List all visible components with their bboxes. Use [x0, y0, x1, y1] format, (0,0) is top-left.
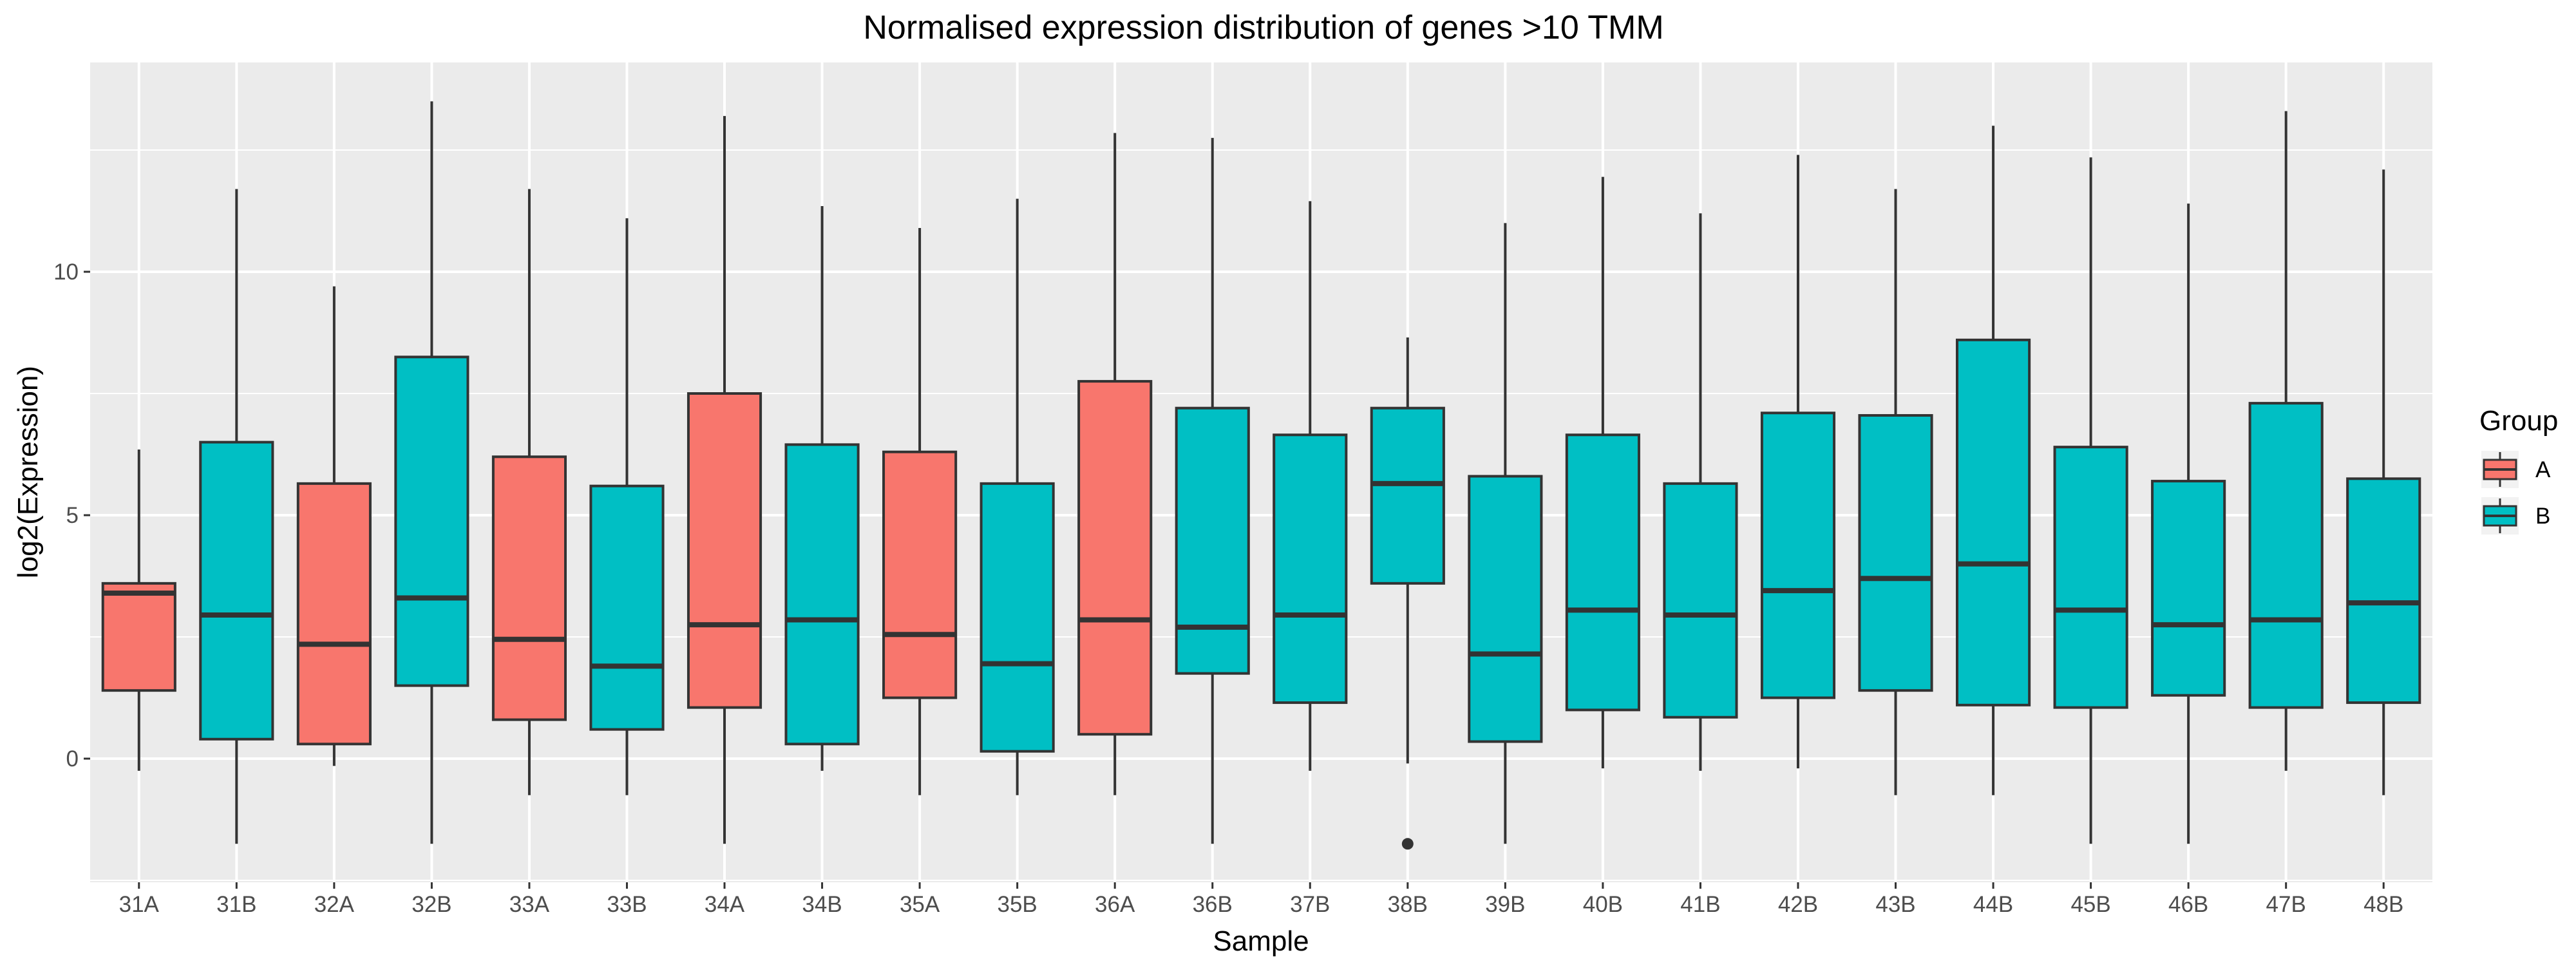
- outlier-point: [1401, 838, 1414, 850]
- boxes-layer: [101, 101, 2421, 850]
- box-body: [1858, 414, 1933, 692]
- box-34B: [784, 205, 860, 771]
- x-axis-title: Sample: [1213, 925, 1309, 957]
- y-tick-label: 0: [66, 746, 79, 772]
- box-33B: [589, 218, 665, 795]
- box-body: [1077, 380, 1153, 736]
- box-43B: [1858, 189, 1933, 795]
- x-tick-label: 35B: [998, 892, 1037, 917]
- x-tick-label: 36A: [1095, 892, 1135, 917]
- x-tick-label: 32A: [314, 892, 355, 917]
- x-tick-label: 45B: [2070, 892, 2110, 917]
- legend-keys: AB: [2481, 451, 2551, 535]
- plot-panel: [90, 62, 2432, 882]
- box-body: [980, 482, 1055, 753]
- box-body: [1955, 338, 2031, 706]
- x-tick-label: 48B: [2363, 892, 2403, 917]
- x-tick-label: 31A: [119, 892, 160, 917]
- box-38B: [1370, 337, 1445, 850]
- y-tick-label: 10: [53, 260, 79, 285]
- box-44B: [1955, 126, 2031, 795]
- legend-label: B: [2535, 504, 2550, 529]
- box-body: [1273, 433, 1348, 705]
- box-body: [101, 582, 176, 692]
- x-tick-label: 32B: [412, 892, 451, 917]
- x-tick-label: 35A: [900, 892, 940, 917]
- x-tick-label: 31B: [216, 892, 256, 917]
- box-body: [1760, 412, 1836, 699]
- box-35B: [980, 198, 1055, 795]
- legend-key-A: A: [2481, 451, 2551, 488]
- legend-title: Group: [2479, 405, 2558, 437]
- legend: Group AB: [2479, 405, 2558, 535]
- x-tick-label: 39B: [1485, 892, 1525, 917]
- box-body: [199, 440, 274, 741]
- box-body: [687, 392, 762, 709]
- box-body: [784, 443, 860, 746]
- box-33A: [491, 189, 567, 795]
- x-tick-label: 40B: [1583, 892, 1623, 917]
- x-tick-label: 34A: [705, 892, 745, 917]
- x-tick-label: 42B: [1778, 892, 1818, 917]
- box-body: [2053, 446, 2128, 709]
- legend-label: A: [2535, 457, 2551, 482]
- box-37B: [1273, 201, 1348, 771]
- box-35A: [882, 227, 958, 795]
- box-body: [394, 355, 469, 687]
- box-body: [1370, 406, 1445, 585]
- x-tick-label: 37B: [1290, 892, 1330, 917]
- x-tick-label: 47B: [2266, 892, 2306, 917]
- box-31A: [101, 449, 176, 771]
- box-body: [1565, 433, 1640, 712]
- box-41B: [1663, 213, 1738, 771]
- box-39B: [1468, 223, 1543, 844]
- box-46B: [2151, 204, 2226, 844]
- x-tick-label: 36B: [1193, 892, 1233, 917]
- box-47B: [2248, 111, 2324, 771]
- box-body: [491, 455, 567, 721]
- legend-key-B: B: [2481, 497, 2550, 535]
- box-40B: [1565, 176, 1640, 769]
- box-42B: [1760, 155, 1836, 769]
- box-45B: [2053, 157, 2128, 844]
- x-tick-label: 38B: [1388, 892, 1428, 917]
- box-body: [296, 482, 372, 746]
- box-32A: [296, 286, 372, 766]
- x-tick-label: 43B: [1875, 892, 1915, 917]
- box-36A: [1077, 133, 1153, 795]
- x-tick-label: 41B: [1680, 892, 1720, 917]
- box-body: [2346, 477, 2421, 705]
- box-body: [1663, 482, 1738, 719]
- box-body: [1175, 406, 1250, 675]
- box-body: [1468, 475, 1543, 743]
- y-axis-ticks: 0 5 10: [53, 260, 90, 772]
- x-tick-label: 33A: [509, 892, 550, 917]
- box-body: [2151, 480, 2226, 697]
- x-tick-label: 46B: [2168, 892, 2208, 917]
- box-body: [882, 450, 958, 699]
- y-axis-title: log2(Expression): [12, 366, 44, 578]
- box-31B: [199, 189, 274, 844]
- x-tick-label: 44B: [1973, 892, 2013, 917]
- chart-title: Normalised expression distribution of ge…: [863, 9, 1663, 46]
- x-axis-ticks: 31A 31B 32A 32B 33A 33B 34A 34B 35A 35B 36A 36B 37B 3…: [119, 882, 2403, 917]
- x-tick-label: 33B: [607, 892, 647, 917]
- box-36B: [1175, 138, 1250, 844]
- box-body: [589, 484, 665, 731]
- box-body: [2248, 402, 2324, 709]
- box-32B: [394, 101, 469, 844]
- box-48B: [2346, 169, 2421, 795]
- x-tick-label: 34B: [802, 892, 842, 917]
- box-34A: [687, 116, 762, 844]
- y-tick-label: 5: [66, 503, 79, 528]
